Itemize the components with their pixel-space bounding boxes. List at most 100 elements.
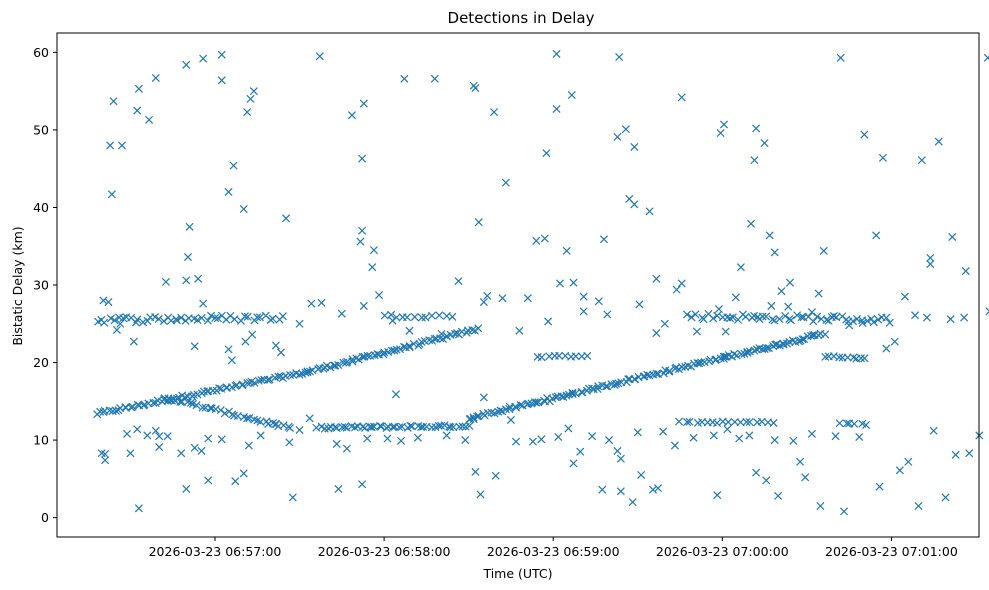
data-point — [643, 370, 652, 379]
data-point — [182, 276, 191, 285]
data-point — [562, 246, 571, 255]
data-point — [742, 417, 751, 427]
data-point — [123, 429, 132, 438]
data-point — [652, 274, 661, 283]
data-point — [352, 354, 361, 363]
data-point — [741, 312, 750, 321]
data-point — [765, 231, 774, 240]
data-point — [523, 294, 532, 303]
data-point — [689, 433, 698, 442]
data-point — [199, 299, 208, 308]
data-point — [855, 432, 864, 441]
data-point — [697, 358, 706, 367]
x-tick-label: 2026-03-23 06:57:00 — [149, 544, 282, 559]
data-point — [203, 316, 212, 325]
data-point — [860, 354, 869, 363]
data-point — [177, 449, 186, 458]
data-point — [762, 476, 771, 485]
data-point — [721, 327, 730, 336]
data-point — [692, 327, 701, 336]
data-point — [134, 504, 143, 513]
data-point — [176, 397, 185, 406]
data-point — [489, 108, 499, 117]
plot-area: 2026-03-23 06:57:00 2026-03-23 06:58:00 20… — [33, 32, 989, 559]
data-point — [154, 314, 163, 323]
data-points — [93, 49, 989, 516]
data-point — [438, 334, 447, 344]
data-point — [368, 263, 377, 272]
data-point — [387, 310, 396, 319]
data-point — [97, 449, 106, 458]
data-point — [367, 423, 376, 432]
data-point — [875, 482, 884, 491]
data-point — [440, 421, 449, 430]
data-point — [155, 443, 164, 452]
data-point — [224, 187, 233, 196]
data-point — [387, 346, 396, 355]
data-point — [568, 389, 577, 399]
data-point — [926, 260, 935, 269]
data-point — [250, 378, 259, 387]
data-point — [388, 423, 397, 432]
data-point — [985, 307, 989, 316]
data-point — [511, 437, 521, 446]
data-point — [858, 318, 867, 328]
data-point — [163, 432, 172, 441]
data-point — [160, 394, 169, 403]
data-point — [359, 99, 368, 108]
data-point — [127, 403, 136, 412]
data-point — [677, 279, 686, 288]
data-point — [470, 326, 479, 335]
data-point — [613, 446, 622, 455]
data-point — [612, 379, 621, 388]
data-point — [104, 298, 113, 307]
data-point — [885, 318, 894, 327]
data-point — [255, 313, 264, 322]
data-point — [849, 317, 858, 326]
data-point — [145, 115, 154, 124]
data-point — [243, 108, 252, 117]
data-point — [709, 431, 718, 440]
data-point — [295, 425, 304, 435]
data-point — [295, 319, 304, 328]
data-point — [532, 398, 541, 407]
data-point — [785, 278, 794, 287]
data-point — [167, 396, 176, 405]
data-point — [588, 432, 597, 441]
data-point — [781, 312, 790, 321]
data-point — [249, 87, 258, 96]
data-point — [501, 178, 510, 187]
data-point — [213, 314, 222, 323]
data-point — [474, 218, 483, 227]
data-point — [471, 467, 480, 476]
data-point — [151, 426, 160, 435]
data-point — [356, 237, 365, 246]
data-point — [197, 313, 206, 323]
data-point — [217, 435, 226, 444]
chart-title: Detections in Delay — [448, 9, 595, 27]
data-point — [731, 293, 740, 302]
data-point — [461, 436, 470, 445]
data-point — [111, 406, 121, 415]
data-point — [948, 232, 957, 241]
data-point — [215, 384, 224, 393]
data-point — [208, 386, 217, 395]
data-point — [479, 393, 488, 402]
data-point — [524, 399, 533, 408]
data-point — [487, 408, 496, 417]
data-point — [860, 130, 869, 139]
data-point — [101, 456, 110, 465]
data-point — [506, 415, 515, 424]
data-point — [594, 297, 603, 306]
data-point — [786, 316, 796, 325]
data-point — [377, 422, 386, 431]
data-point — [189, 390, 198, 399]
data-point — [307, 299, 316, 308]
y-tick-label: 20 — [33, 355, 49, 370]
data-point — [161, 277, 170, 286]
data-point — [983, 53, 989, 62]
data-point — [331, 361, 340, 370]
y-tick-label: 60 — [33, 45, 49, 60]
data-point — [320, 424, 329, 433]
